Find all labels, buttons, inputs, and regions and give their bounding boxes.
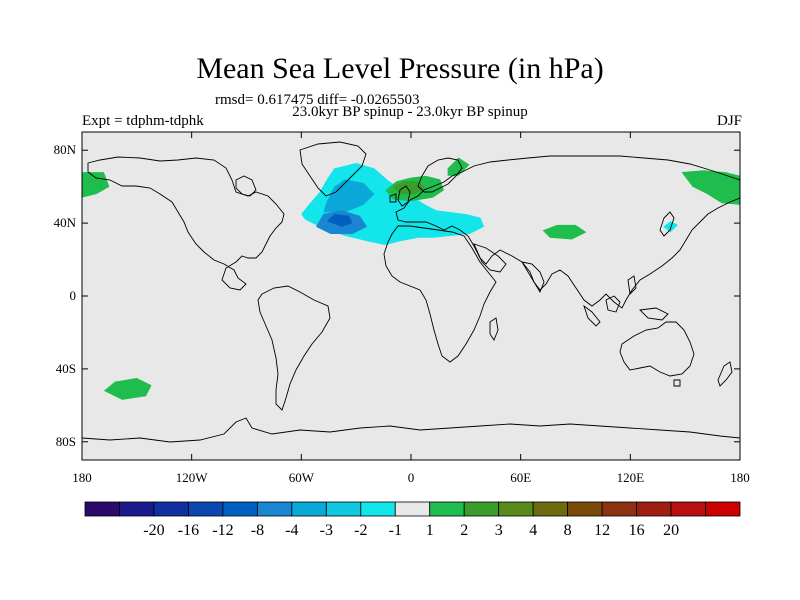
coastline-antarctica [82, 417, 740, 443]
colorbar-label-1: -16 [178, 522, 199, 539]
y-tick-label-3: 40S [56, 361, 76, 376]
coastline-scandinavia [417, 157, 463, 193]
anomaly-region-0 [82, 172, 110, 198]
x-tick-label-2: 60W [289, 470, 315, 485]
y-tick-label-2: 0 [70, 288, 77, 303]
coastline-north-america [87, 156, 285, 291]
x-tick-label-3: 0 [408, 470, 415, 485]
colorbar-label-15: 20 [663, 522, 679, 539]
coastline-south-america [257, 285, 331, 411]
anomaly-region-7 [392, 181, 426, 194]
coastline-japan [659, 211, 675, 237]
colorbar-box-5 [256, 501, 293, 517]
colorbar-label-12: 8 [564, 522, 572, 539]
colorbar-box-13 [532, 501, 569, 517]
colorbar-box-18 [705, 501, 741, 517]
colorbar-label-10: 3 [495, 522, 503, 539]
colorbar-box-10 [429, 501, 465, 517]
colorbar-box-16 [636, 501, 672, 517]
coastlines [82, 141, 740, 443]
coastline-new-zealand [717, 361, 733, 387]
experiment-label: Expt = tdphm-tdphk [82, 113, 204, 129]
x-tick-label-6: 180 [730, 470, 750, 485]
anomaly-region-3 [323, 179, 375, 213]
coastline-borneo [605, 295, 621, 313]
colorbar-label-9: 2 [460, 522, 468, 539]
colorbar-box-17 [670, 501, 706, 517]
coastline-greenland [299, 141, 367, 197]
anomaly-region-1 [681, 170, 740, 205]
colorbar-box-3 [188, 501, 224, 517]
colorbar-box-8 [360, 501, 396, 517]
axis-ticks: 180 120W 60W 0 60E 120E 180 80N 40N 0 40S 80S [54, 132, 750, 485]
x-tick-label-4: 60E [510, 470, 531, 485]
coastline-tasmania [673, 379, 681, 387]
colorbar-box-4 [222, 501, 258, 517]
colorbar-box-11 [463, 501, 500, 517]
anomaly-region-11 [103, 378, 152, 400]
anomaly-region-9 [542, 224, 587, 240]
coastline-india [521, 261, 545, 294]
anomaly-regions [82, 157, 740, 400]
colorbar-box-12 [498, 501, 534, 517]
colorbar-label-6: -2 [354, 522, 367, 539]
season-label: DJF [716, 113, 742, 129]
y-tick-label-4: 80S [56, 434, 76, 449]
y-tick-label-1: 40N [54, 215, 77, 230]
stats-text: rmsd= 0.617475 diff= -0.0265503 [215, 92, 420, 108]
colorbar-label-2: -12 [212, 522, 233, 539]
x-tick-label-0: 180 [72, 470, 92, 485]
x-tick-label-1: 120W [176, 470, 209, 485]
coastline-arabia [473, 243, 507, 273]
colorbar-box-15 [601, 501, 637, 517]
coastline-philippines [627, 275, 637, 295]
chart-title: Mean Sea Level Pressure (in hPa) [196, 52, 604, 85]
y-tick-label-0: 80N [54, 142, 77, 157]
coastline-ireland [389, 193, 397, 203]
colorbar-label-8: 1 [426, 522, 434, 539]
colorbar-box-1 [119, 501, 155, 517]
anomaly-region-5 [326, 214, 353, 227]
coastline-new-guinea [639, 307, 669, 321]
colorbar-label-4: -4 [285, 522, 298, 539]
colorbar-label-3: -8 [251, 522, 264, 539]
colorbar-box-7 [325, 501, 362, 517]
anomaly-region-8 [447, 157, 470, 176]
colorbar-label-0: -20 [143, 522, 164, 539]
colorbar-label-7: -1 [389, 522, 402, 539]
colorbar-box-2 [153, 501, 189, 517]
chart-subtitle: 23.0kyr BP spinup - 23.0kyr BP spinup [292, 104, 528, 120]
colorbar-box-9 [394, 501, 431, 517]
colorbar-label-11: 4 [529, 522, 537, 539]
coastline-australia [619, 321, 695, 377]
coastline-british-isles [397, 185, 411, 207]
colorbar: -20 -16 -12 -8 -4 -3 -2 -1 1 2 3 4 8 12 16 20 [84, 501, 741, 539]
coastline-sumatra [583, 304, 601, 327]
anomaly-region-10 [663, 221, 678, 233]
colorbar-label-14: 16 [629, 522, 645, 539]
colorbar-box-6 [291, 501, 327, 517]
coastline-africa [383, 225, 497, 363]
x-tick-label-5: 120E [617, 470, 645, 485]
colorbar-box-0 [84, 501, 120, 517]
colorbar-label-5: -3 [320, 522, 333, 539]
colorbar-label-13: 12 [594, 522, 610, 539]
coastline-madagascar [489, 317, 499, 341]
coastline-hudson-bay [235, 175, 257, 197]
colorbar-box-14 [567, 501, 603, 517]
